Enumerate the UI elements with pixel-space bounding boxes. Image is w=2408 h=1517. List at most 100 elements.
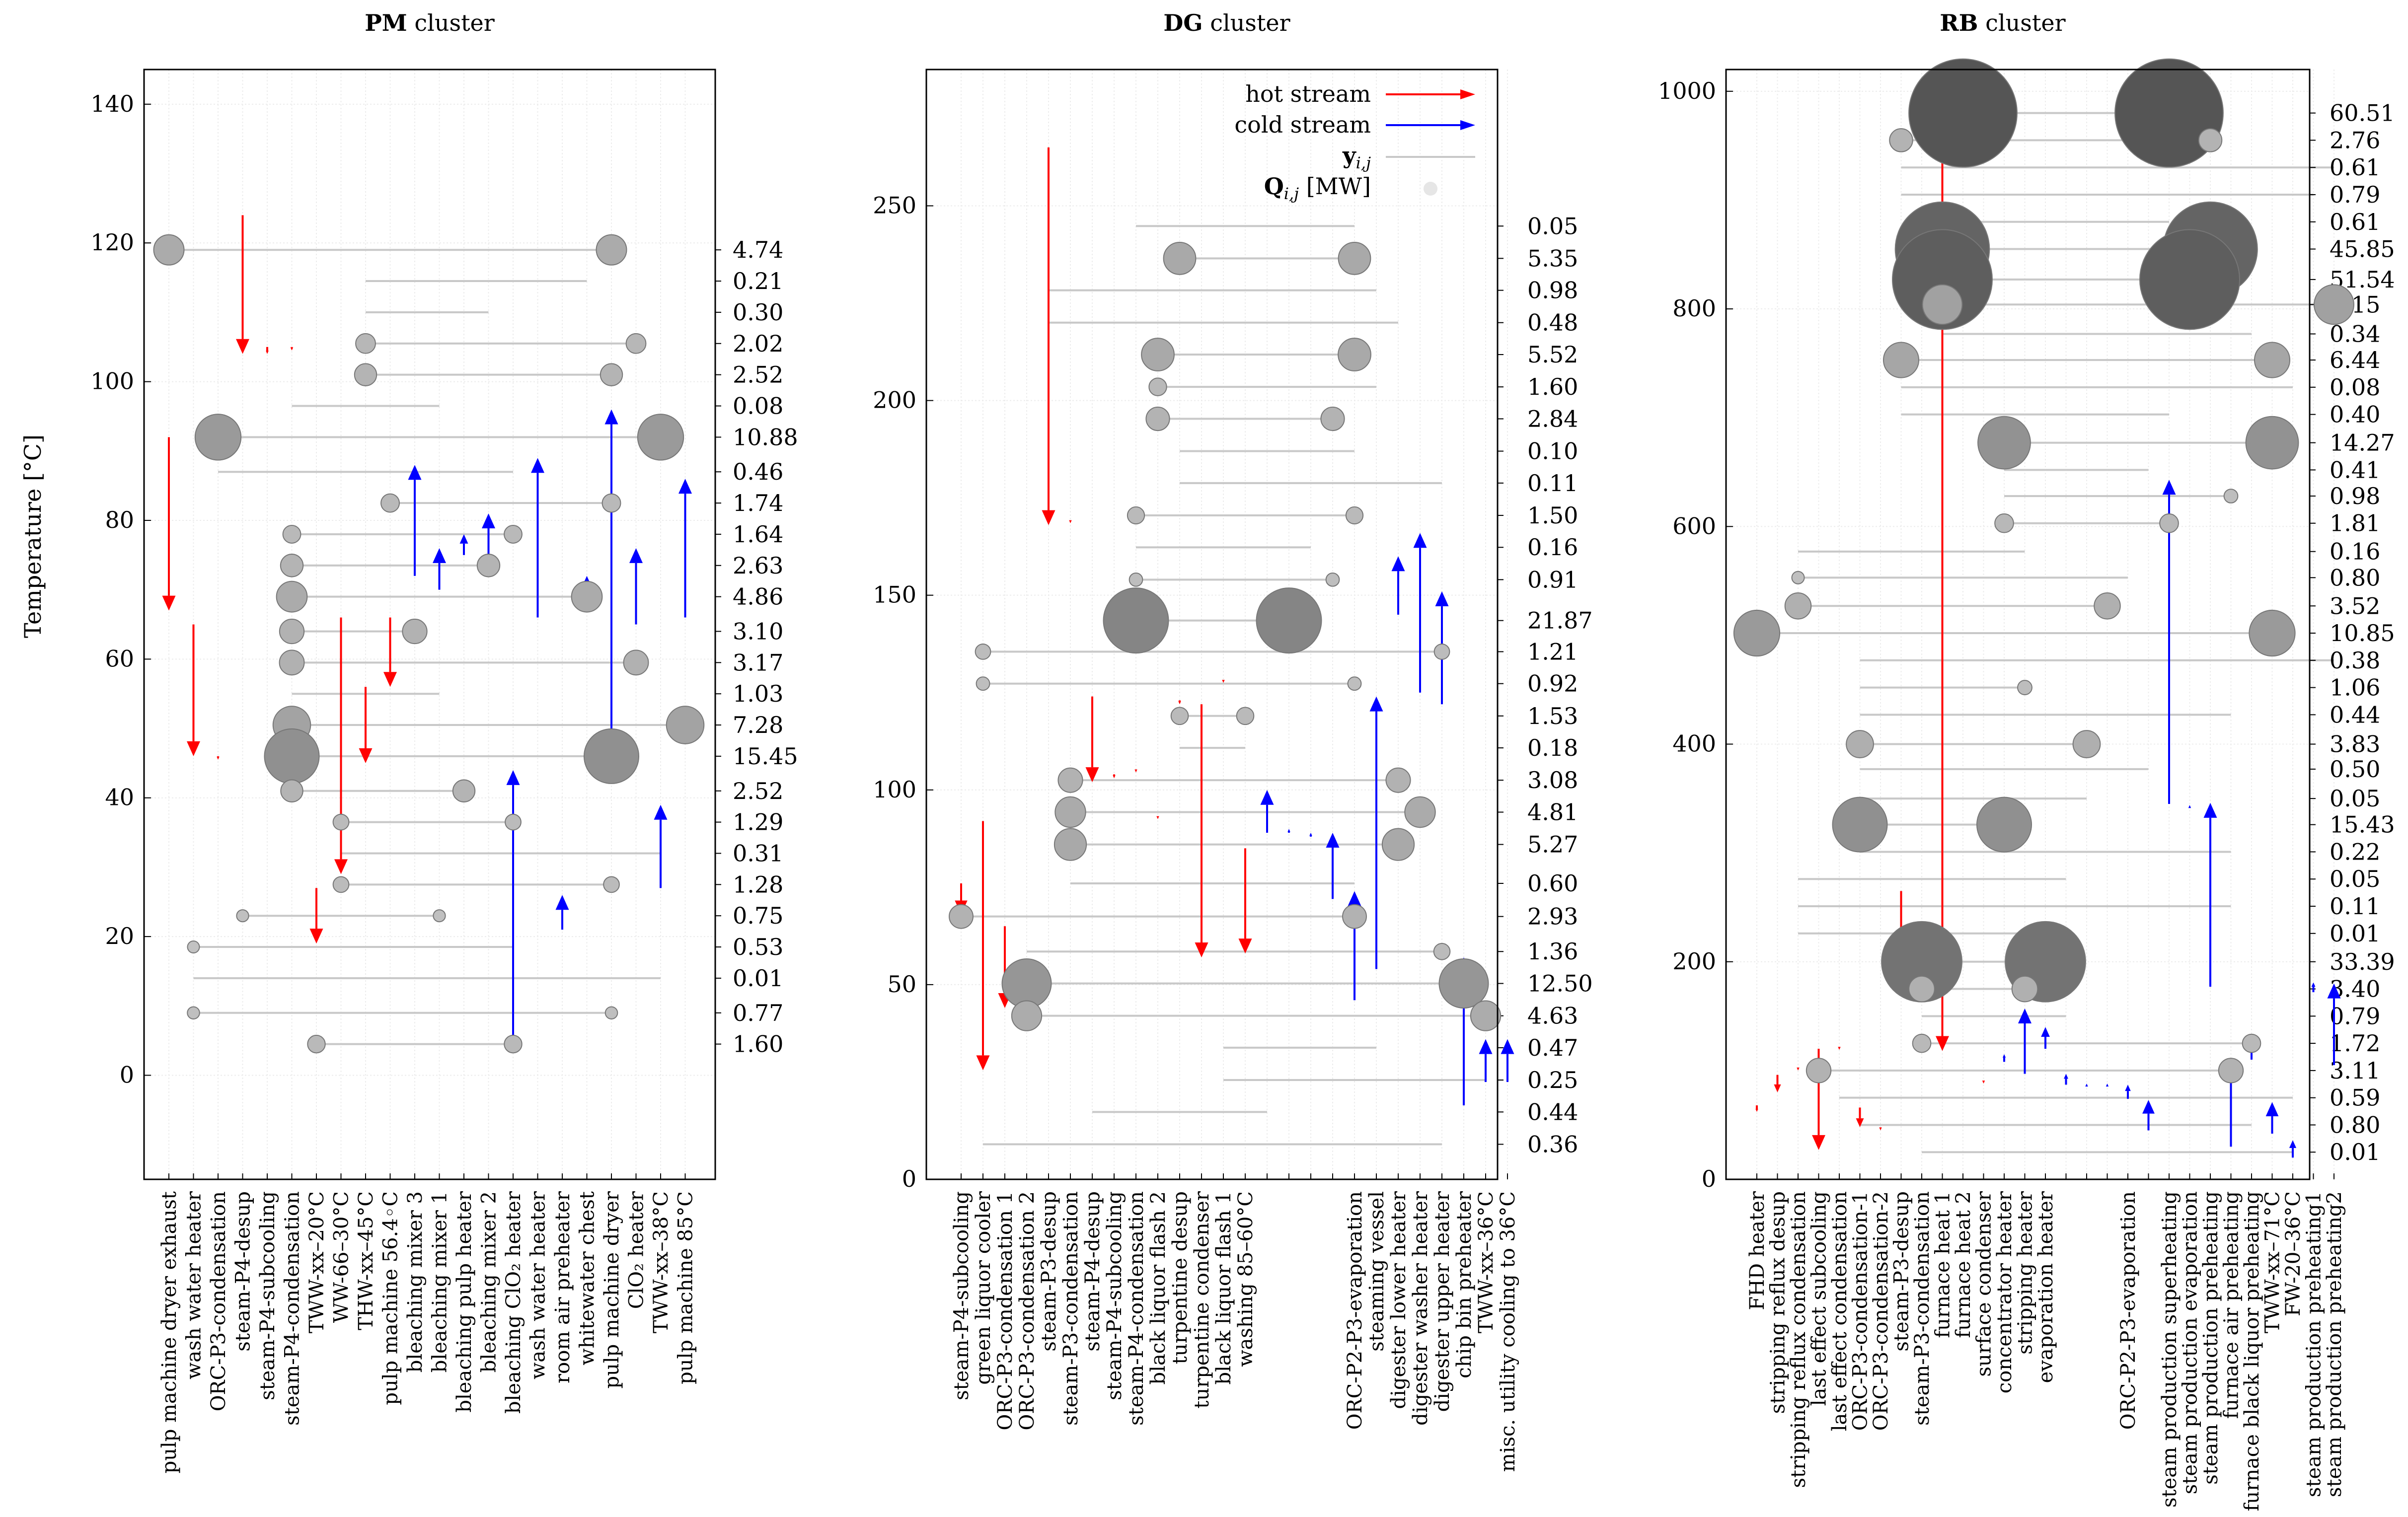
duty-label: 0.22 <box>2330 838 2380 865</box>
duty-marker <box>1470 1000 1502 1031</box>
duty-marker <box>1127 506 1145 525</box>
x-tick-label: bleaching mixer 3 <box>404 1191 427 1373</box>
duty-label: 0.08 <box>733 392 783 419</box>
stream-arrow-head <box>2142 1100 2155 1114</box>
panel-title: RB cluster <box>1940 9 2065 36</box>
duty-marker <box>1148 377 1167 396</box>
duty-marker <box>280 779 303 802</box>
stream-arrow-head <box>2018 1008 2032 1023</box>
duty-label: 0.05 <box>1527 213 1578 239</box>
x-tick-label: steam-P3-condensation <box>1059 1191 1082 1426</box>
duty-label: 15.43 <box>2330 811 2395 838</box>
duty-marker <box>583 728 640 784</box>
x-tick-label: ORC-P3-condensation-2 <box>1870 1191 1892 1431</box>
chart-panels: PM cluster 0 20 40 60 80 100 120 140 4.74 0.21 0.30… <box>90 9 2395 1511</box>
stream-arrow-head <box>2289 1140 2297 1148</box>
x-tick-label: evaporation heater <box>2034 1191 2057 1383</box>
x-tick-label: surface condenser <box>1973 1191 1996 1376</box>
x-tick-label: turpentine desup <box>1169 1191 1192 1364</box>
stream-arrow-head <box>1501 1039 1514 1054</box>
duty-label: 2.93 <box>1527 903 1578 930</box>
duty-marker <box>1385 767 1411 793</box>
x-tick-label: furnace heat 2 <box>1952 1191 1975 1338</box>
panel-title-rest: cluster <box>1203 9 1290 36</box>
duty-marker <box>187 940 200 954</box>
duty-label: 0.01 <box>2330 920 2380 947</box>
x-tick-label: steam production evaporation <box>2179 1191 2202 1494</box>
duty-marker <box>1889 128 1913 152</box>
duty-marker <box>1908 975 1935 1003</box>
duty-label: 0.91 <box>1527 566 1578 593</box>
stream-arrow-head <box>2327 983 2341 999</box>
x-tick-label: steam-P4-subcooling <box>1103 1191 1126 1400</box>
x-tick-label: furnace air preheating <box>2220 1191 2243 1419</box>
stream-arrow-head <box>678 479 692 494</box>
y-tick-label: 100 <box>90 368 134 395</box>
stream-arrow-head <box>266 351 269 354</box>
stream-arrow-head <box>2106 1084 2109 1087</box>
x-tick-label: furnace heat 1 <box>1932 1191 1955 1338</box>
legend-q-unit: [MW] <box>1299 173 1371 200</box>
stream-arrow-head <box>2162 480 2176 495</box>
y-tick-label: 40 <box>105 784 134 811</box>
duty-label: 3.17 <box>733 649 783 676</box>
x-tick-label: steam-P4-subcooling <box>256 1191 279 1400</box>
stream-arrow-head <box>2125 1084 2131 1091</box>
duty-label: 1.21 <box>1527 638 1578 665</box>
stream-arrow-head <box>459 534 468 544</box>
stream-arrow-head <box>1085 767 1099 783</box>
duty-label: 0.53 <box>733 934 783 960</box>
duty-label: 5.27 <box>1527 831 1578 858</box>
duty-marker <box>666 706 705 744</box>
x-tick-label: digester upper heater <box>1431 1191 1454 1412</box>
x-tick-label: bleaching ClO₂ heater <box>502 1191 525 1414</box>
duty-label: 0.05 <box>2330 866 2380 892</box>
panel-dg: DG cluster 0 50 100 150 200 250 0.05 5.35 0.98 0.4… <box>873 9 1593 1472</box>
x-tick-label: pulp machine dryer <box>601 1191 623 1388</box>
duty-marker <box>236 909 249 923</box>
duty-marker <box>1832 796 1888 853</box>
duty-marker <box>1057 767 1083 793</box>
panel-title-rest: cluster <box>407 9 495 36</box>
x-tick-label: steam-P3-desup <box>1890 1191 1913 1352</box>
duty-label: 0.18 <box>1527 734 1578 761</box>
y-tick-label: 200 <box>1672 948 1716 975</box>
duty-marker <box>604 1006 618 1020</box>
duty-marker <box>1908 58 2018 168</box>
x-tick-label: last effect condensation <box>1828 1191 1851 1431</box>
stream-arrow-head <box>1134 769 1137 773</box>
panel-pm: PM cluster 0 20 40 60 80 100 120 140 4.74 0.21 0.30… <box>90 9 798 1473</box>
legend-cold-arrowhead <box>1460 120 1475 130</box>
x-tick-label: wash water heater <box>183 1191 206 1379</box>
stream-arrow-head <box>1178 701 1181 705</box>
x-tick-label: TWW-xx–20°C <box>305 1191 328 1333</box>
duty-label: 0.61 <box>2330 154 2380 181</box>
stream-arrow-head <box>1812 1135 1825 1150</box>
stream-arrow-head <box>604 409 618 425</box>
duty-label: 4.86 <box>733 583 783 610</box>
duty-marker <box>637 414 684 461</box>
duty-label: 4.81 <box>1527 798 1578 825</box>
duty-label: 12.50 <box>1527 970 1593 997</box>
stream-arrow-head <box>506 770 520 785</box>
x-tick-label: ORC-P3-condensation-1 <box>1849 1191 1872 1431</box>
duty-marker <box>949 904 974 929</box>
stream-arrow-head <box>1309 833 1312 836</box>
duty-label: 5.52 <box>1527 341 1578 368</box>
x-tick-label: green liquor cooler <box>972 1191 995 1384</box>
duty-marker <box>1320 406 1345 432</box>
y-tick-label: 50 <box>887 971 916 998</box>
y-tick-label: 600 <box>1672 512 1716 539</box>
duty-label: 0.75 <box>733 902 783 929</box>
panel-title: DG cluster <box>1163 9 1290 36</box>
duty-marker <box>264 728 320 784</box>
x-tick-label: stripping reflux condensation <box>1787 1191 1810 1488</box>
stream-arrow-head <box>1879 1127 1882 1131</box>
duty-marker <box>1784 592 1812 620</box>
stream-arrow-head <box>584 576 590 582</box>
x-tick-label: TWW-xx–36°C <box>1475 1191 1498 1333</box>
legend-y-label: yi,j <box>1342 142 1371 172</box>
panel-title-bold: RB <box>1940 9 1978 36</box>
duty-label: 0.16 <box>1527 534 1578 561</box>
duty-marker <box>2314 284 2354 325</box>
